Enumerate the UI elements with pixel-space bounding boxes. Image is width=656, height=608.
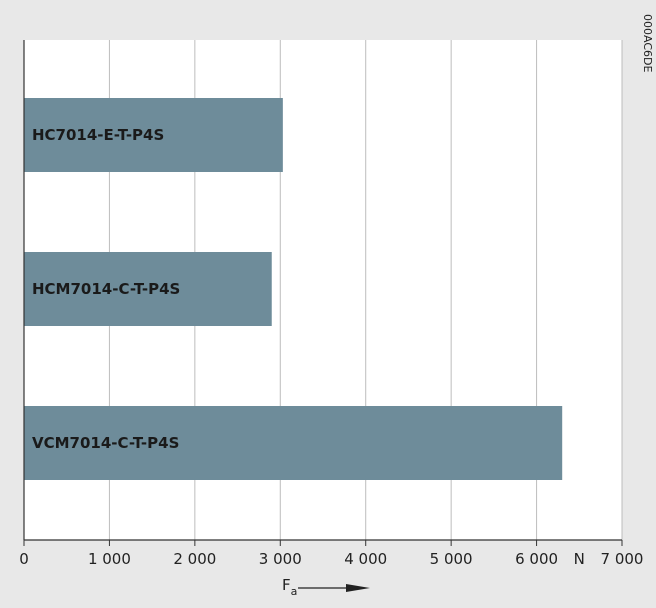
x-tick-label-0: 0 [19, 550, 29, 568]
x-tick-label-1000: 1 000 [88, 550, 131, 568]
x-unit-label: N [574, 550, 585, 568]
x-tick-label-4000: 4 000 [344, 550, 387, 568]
x-tick-label-3000: 3 000 [259, 550, 302, 568]
x-tick-label-7000: 7 000 [601, 550, 644, 568]
bar-layer [24, 98, 563, 480]
bar-label-hcm7014-c-t-p4s: HCM7014-C-T-P4S [32, 280, 180, 298]
x-tick-label-6000: 6 000 [515, 550, 558, 568]
label-layer: HC7014-E-T-P4S HCM7014-C-T-P4S VCM7014-C-T… [19, 14, 654, 598]
x-axis-label: Fa [282, 576, 297, 598]
x-tick-label-5000: 5 000 [430, 550, 473, 568]
bar-hc7014-e-t-p4s [24, 98, 283, 172]
bar-label-vcm7014-c-t-p4s: VCM7014-C-T-P4S [32, 434, 179, 452]
axis-layer [23, 40, 623, 592]
x-tick-label-2000: 2 000 [173, 550, 216, 568]
x-axis-arrow-head [346, 584, 370, 592]
bar-label-hc7014-e-t-p4s: HC7014-E-T-P4S [32, 126, 164, 144]
bar-hcm7014-c-t-p4s [24, 252, 272, 326]
side-code: 000AC6DE [641, 14, 654, 72]
bar-vcm7014-c-t-p4s [24, 406, 563, 480]
